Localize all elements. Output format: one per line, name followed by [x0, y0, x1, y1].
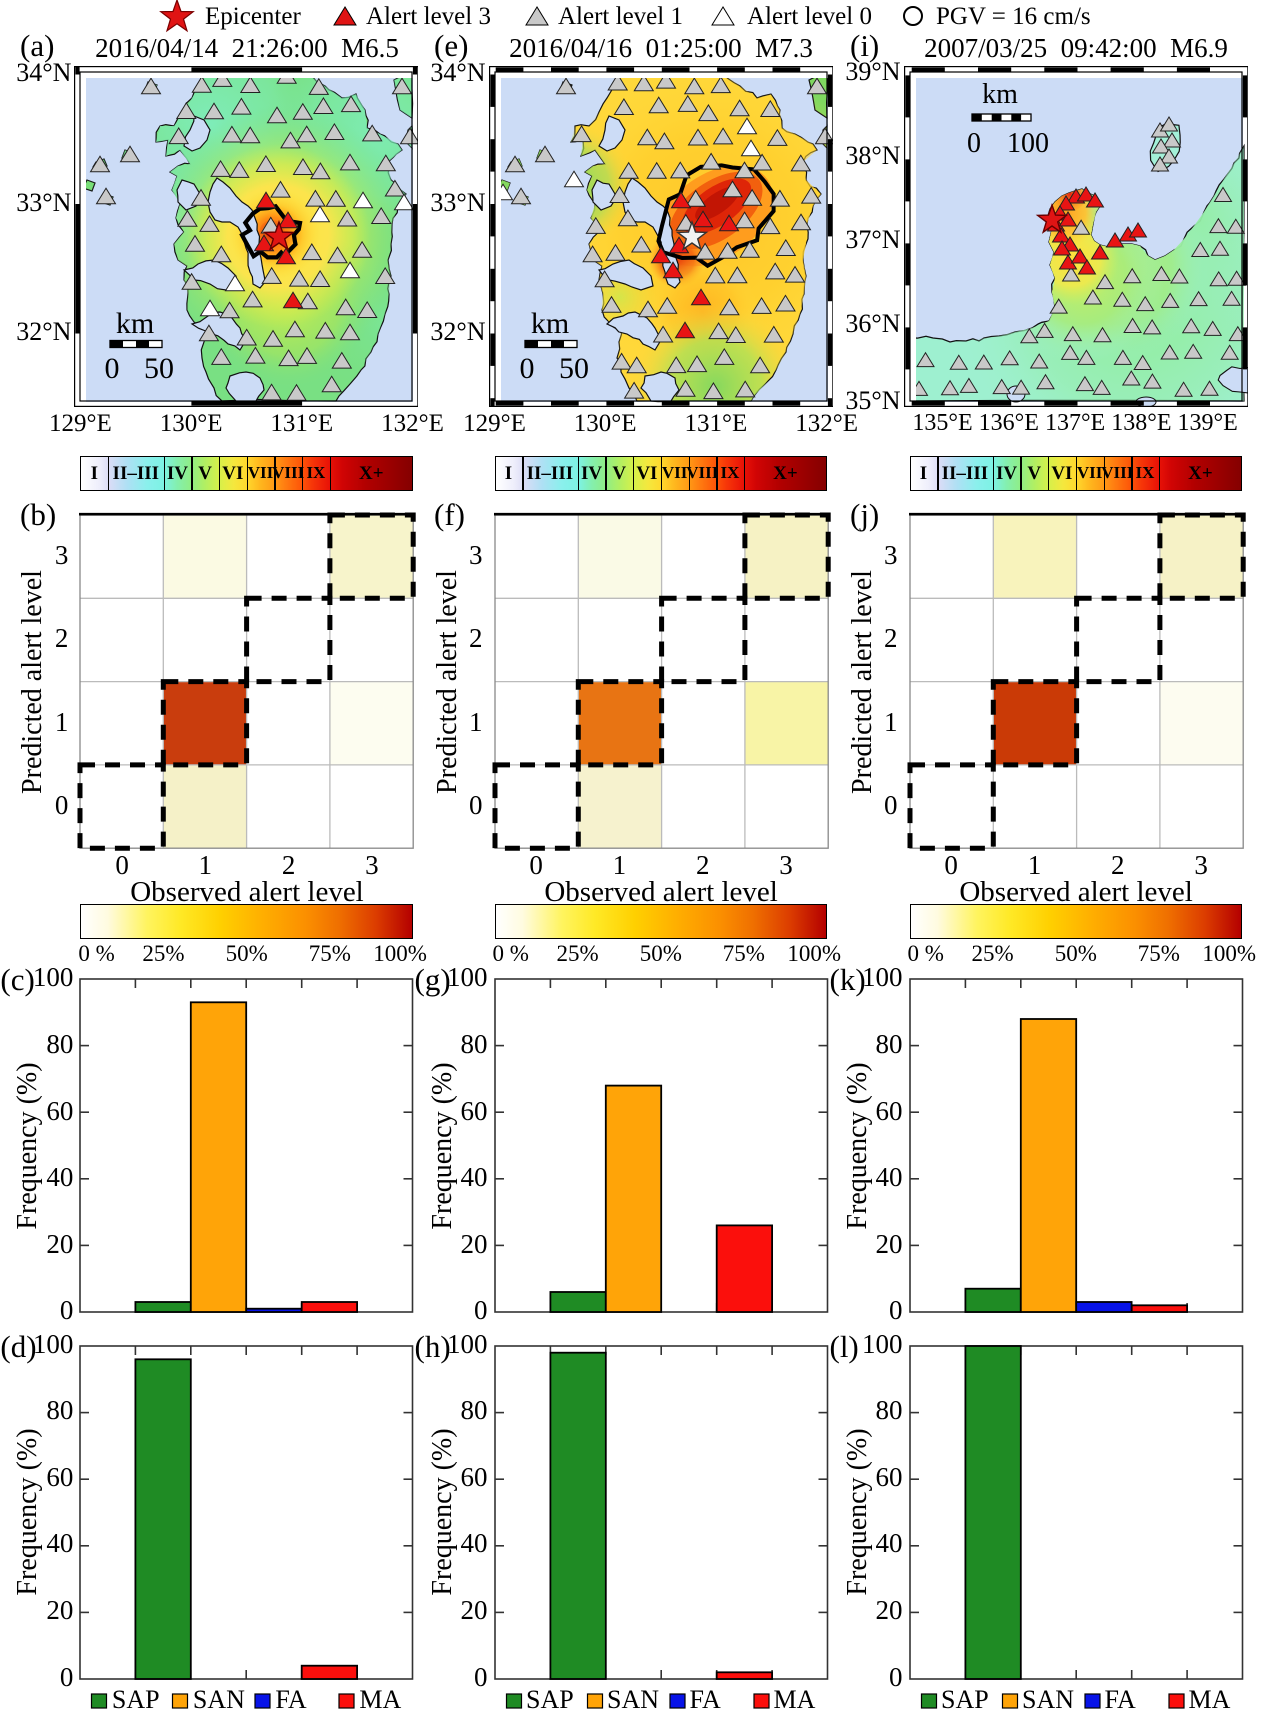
- svg-text:km: km: [530, 307, 568, 340]
- svg-text:0: 0: [519, 352, 534, 385]
- svg-text:0: 0: [967, 128, 981, 159]
- svg-text:50: 50: [559, 352, 589, 385]
- svg-text:50: 50: [144, 352, 174, 385]
- svg-text:100: 100: [1007, 128, 1049, 159]
- svg-text:km: km: [982, 79, 1018, 110]
- svg-text:km: km: [116, 307, 154, 340]
- svg-text:0: 0: [105, 352, 120, 385]
